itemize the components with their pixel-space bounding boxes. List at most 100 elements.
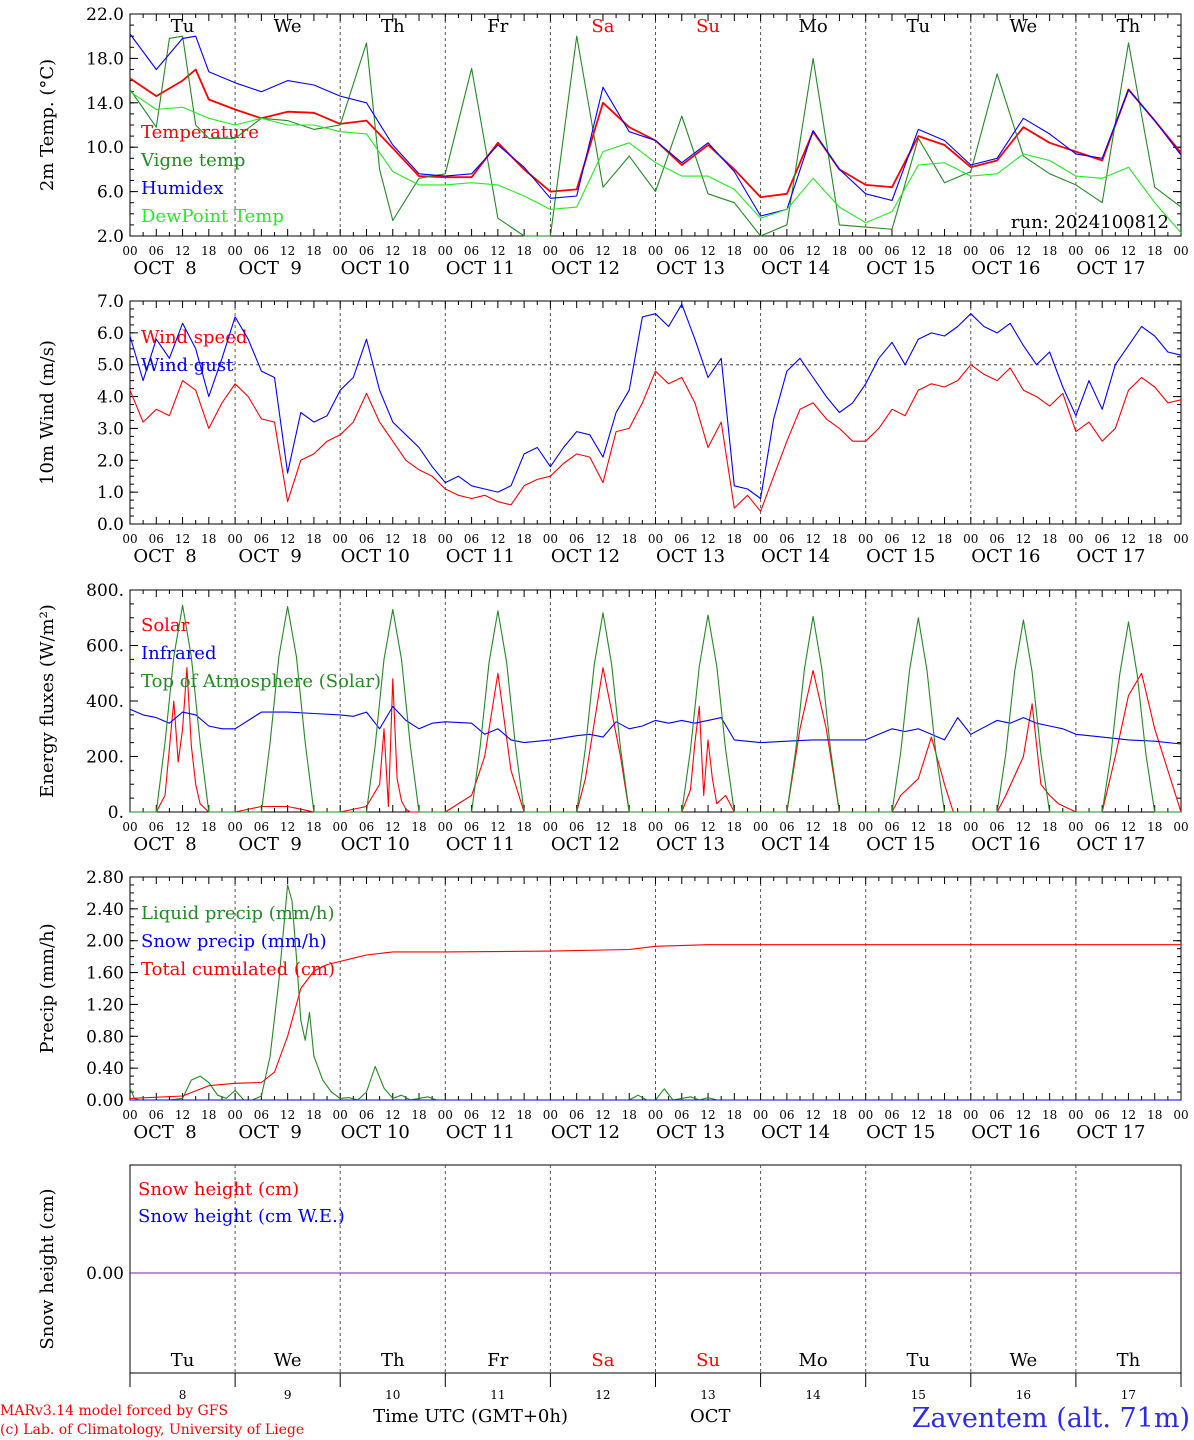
date-label: OCT 16 <box>971 1122 1040 1143</box>
hour-label: 06 <box>779 1108 794 1122</box>
legend-entry: Humidex <box>141 178 223 199</box>
hour-label: 00 <box>1173 1108 1188 1122</box>
date-label: OCT 16 <box>971 546 1040 567</box>
hour-label: 00 <box>122 244 137 258</box>
hour-label: 06 <box>149 1108 164 1122</box>
date-label: OCT 17 <box>1076 834 1145 855</box>
hour-label: 12 <box>175 532 190 546</box>
hour-label: 18 <box>1042 1108 1057 1122</box>
hour-label: 12 <box>911 532 926 546</box>
y-tick-label: 1.20 <box>86 995 124 1015</box>
series-line-2-1 <box>129 364 1182 512</box>
hour-label: 00 <box>858 820 873 834</box>
hour-label: 18 <box>937 1108 952 1122</box>
y-tick-label: 0.00 <box>86 1264 124 1284</box>
date-label: OCT 9 <box>238 258 301 279</box>
y-tick-label: 0.0 <box>97 515 124 535</box>
hour-label: 18 <box>306 1108 321 1122</box>
date-label: OCT 17 <box>1076 1122 1145 1143</box>
hour-label: 00 <box>438 532 453 546</box>
day-number-label: 9 <box>284 1388 292 1402</box>
hour-label: 18 <box>832 820 847 834</box>
date-label: OCT 11 <box>446 1122 515 1143</box>
y-tick-label: 22.0 <box>86 5 124 25</box>
date-label: OCT 12 <box>551 834 620 855</box>
y-tick-label: 2.0 <box>97 451 124 471</box>
hour-label: 12 <box>595 532 610 546</box>
hour-label: 00 <box>1173 532 1188 546</box>
hour-label: 00 <box>333 244 348 258</box>
hour-label: 12 <box>595 1108 610 1122</box>
hour-label: 00 <box>1173 244 1188 258</box>
hour-label: 06 <box>149 820 164 834</box>
hour-label: 00 <box>858 244 873 258</box>
panel-4: 0.00 0.40 0.80 1.20 1.60 2.00 2.40 2.80 Precip (… <box>37 868 1189 1143</box>
weekday-label: Th <box>381 16 405 37</box>
y-tick-label: 7.0 <box>97 292 124 312</box>
hour-label: 06 <box>359 820 374 834</box>
hour-label: 00 <box>648 244 663 258</box>
weekday-label: Sa <box>591 1350 614 1371</box>
day-number-label: 15 <box>911 1388 926 1402</box>
y-tick-label: 2.00 <box>86 932 124 952</box>
hour-label: 00 <box>543 532 558 546</box>
date-label: OCT 14 <box>761 1122 830 1143</box>
y-tick-label: 600. <box>86 637 124 657</box>
footer: MARv3.14 model forced by GFS (c) Lab. of… <box>0 1403 1190 1438</box>
hour-label: 06 <box>359 532 374 546</box>
hour-label: 06 <box>464 1108 479 1122</box>
hour-label: 12 <box>806 532 821 546</box>
hour-label: 06 <box>254 244 269 258</box>
y-axis-label: 2m Temp. (°C) <box>37 59 58 191</box>
date-label: OCT 9 <box>238 1122 301 1143</box>
weekday-label: We <box>1010 1350 1038 1371</box>
hour-label: 00 <box>438 820 453 834</box>
weekday-label: We <box>274 16 302 37</box>
hour-label: 00 <box>333 532 348 546</box>
legend-entry: Wind gust <box>141 355 234 376</box>
y-tick-label: 18.0 <box>86 49 124 69</box>
hour-label: 12 <box>700 532 715 546</box>
hour-label: 00 <box>963 532 978 546</box>
hour-label: 12 <box>700 820 715 834</box>
hour-label: 00 <box>438 244 453 258</box>
x-axis-title: Time UTC (GMT+0h) <box>373 1406 568 1427</box>
y-tick-label: 2.40 <box>86 900 124 920</box>
hour-label: 00 <box>227 1108 242 1122</box>
legend-entry: Top of Atmosphere (Solar) <box>141 671 381 692</box>
date-label: OCT 11 <box>446 834 515 855</box>
hour-label: 18 <box>1042 244 1057 258</box>
y-tick-label: 0.80 <box>86 1027 124 1047</box>
date-label: OCT 8 <box>133 546 196 567</box>
hour-label: 12 <box>1121 1108 1136 1122</box>
hour-label: 12 <box>490 820 505 834</box>
weekday-label: Fr <box>487 16 508 37</box>
hour-label: 12 <box>700 244 715 258</box>
date-label: OCT 16 <box>971 258 1040 279</box>
hour-label: 18 <box>937 244 952 258</box>
hour-label: 00 <box>753 532 768 546</box>
y-tick-label: 14.0 <box>86 94 124 114</box>
hour-label: 12 <box>385 1108 400 1122</box>
credit-line-1: MARv3.14 model forced by GFS <box>0 1403 228 1419</box>
hour-label: 06 <box>254 1108 269 1122</box>
day-number-label: 17 <box>1121 1388 1136 1402</box>
y-tick-label: 6.0 <box>97 183 124 203</box>
hour-label: 06 <box>884 532 899 546</box>
weekday-label: Tu <box>906 1350 930 1371</box>
hour-label: 12 <box>911 244 926 258</box>
hour-label: 18 <box>727 244 742 258</box>
y-tick-label: 0. <box>108 803 124 823</box>
legend-entry: Liquid precip (mm/h) <box>141 903 335 924</box>
hour-label: 18 <box>1147 820 1162 834</box>
hour-label: 12 <box>911 1108 926 1122</box>
date-label: OCT 15 <box>866 1122 935 1143</box>
hour-label: 12 <box>385 244 400 258</box>
hour-label: 12 <box>280 244 295 258</box>
hour-label: 12 <box>490 532 505 546</box>
hour-label: 18 <box>306 244 321 258</box>
panel-5: 0.00 Snow height (cm) Snow height (cm) Snow… <box>37 1164 1182 1402</box>
hour-label: 06 <box>674 244 689 258</box>
hour-label: 12 <box>175 820 190 834</box>
date-label: OCT 9 <box>238 546 301 567</box>
